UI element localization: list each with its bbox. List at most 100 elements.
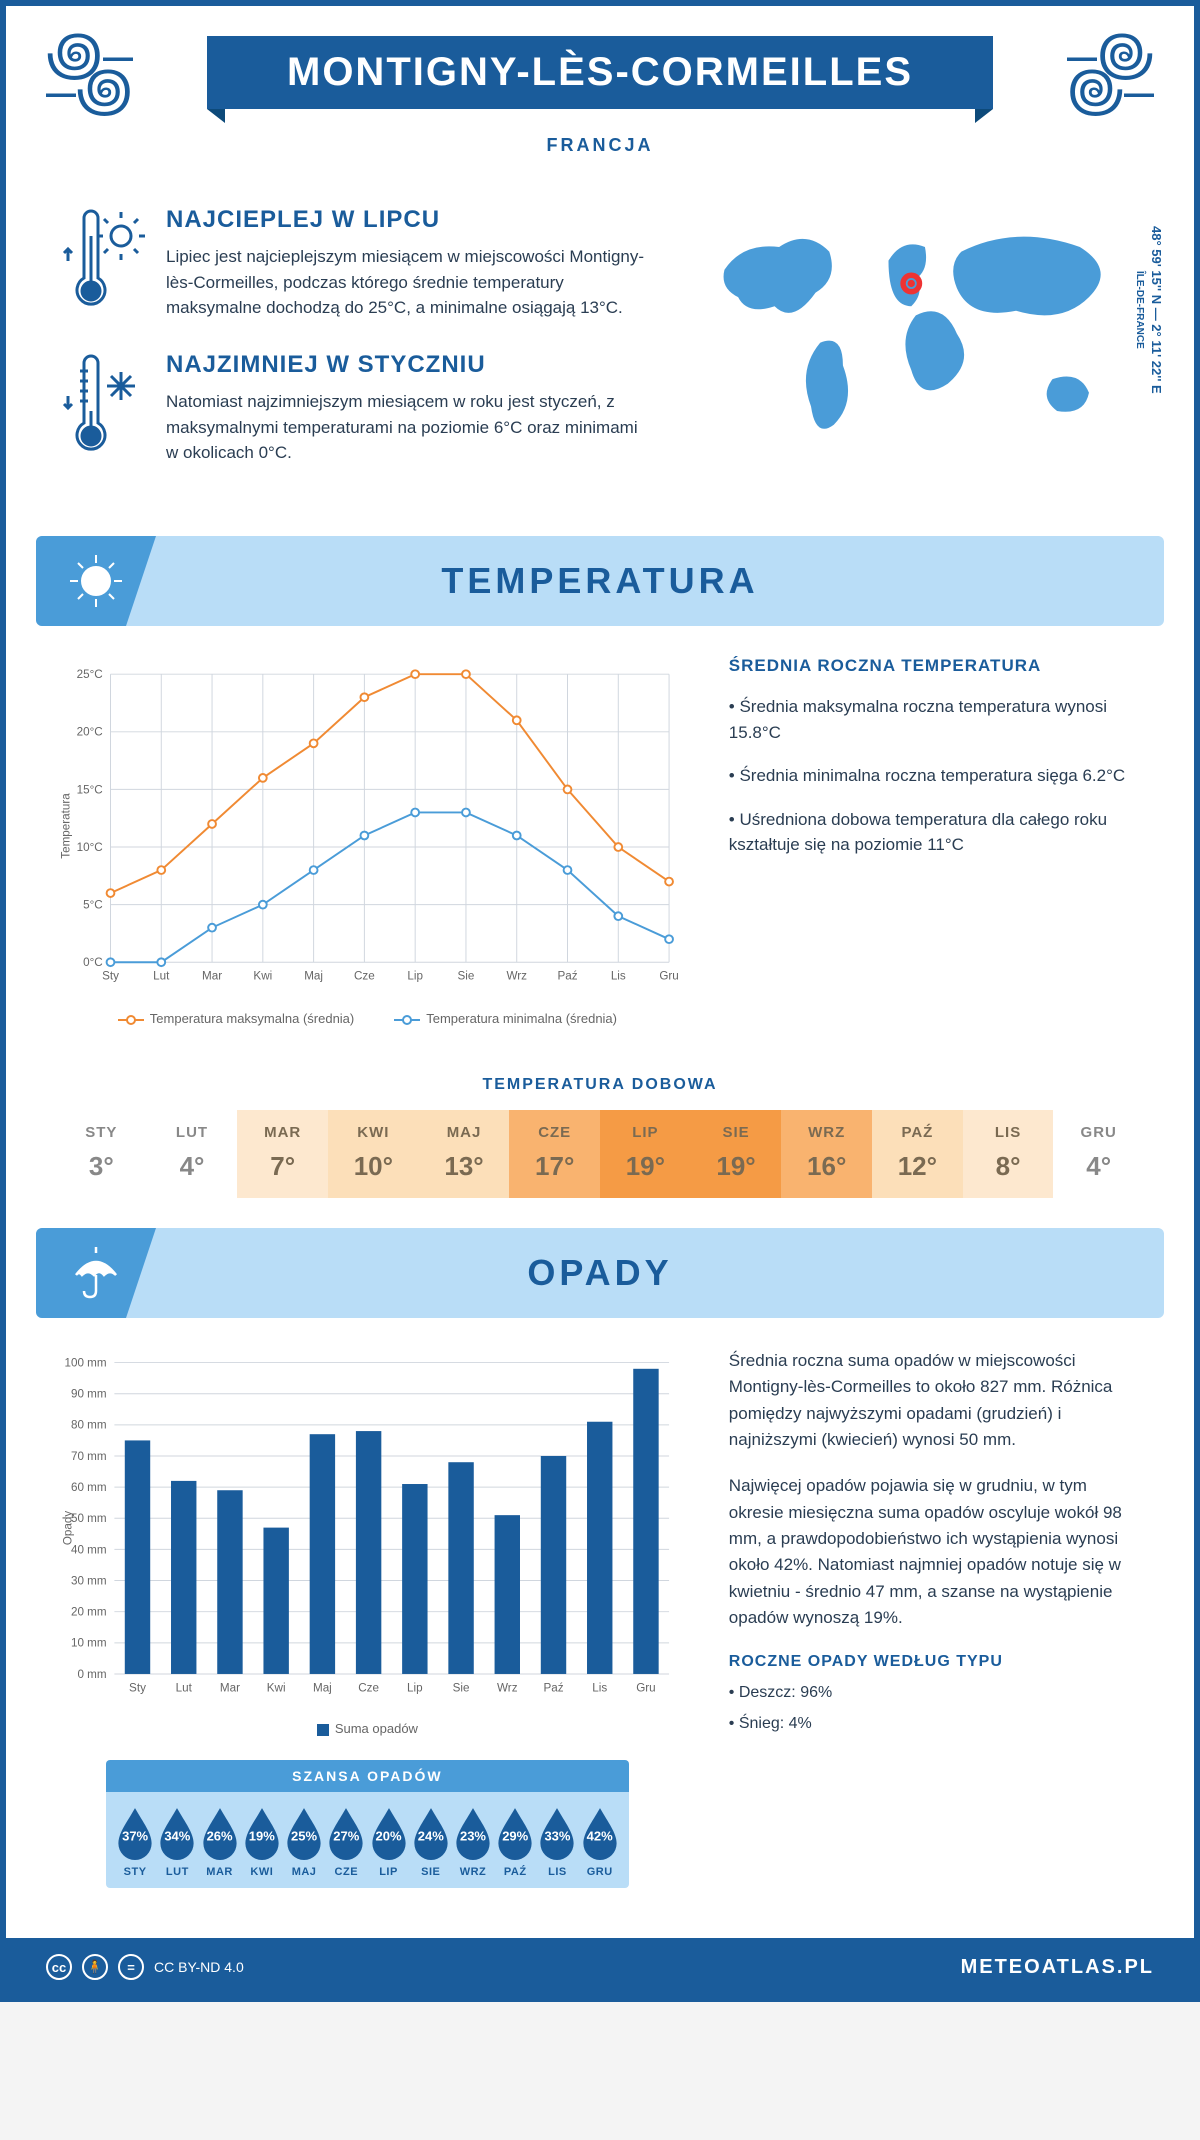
svg-text:Cze: Cze xyxy=(358,1681,379,1694)
daily-temp-cell: WRZ16° xyxy=(781,1110,872,1198)
coord-value: 48° 59' 15'' N — 2° 11' 22'' E xyxy=(1149,226,1164,394)
month-label: LUT xyxy=(156,1866,198,1878)
svg-text:70 mm: 70 mm xyxy=(71,1450,107,1463)
svg-text:Kwi: Kwi xyxy=(267,1681,286,1694)
daily-temp-cell: KWI10° xyxy=(328,1110,419,1198)
month-label: KWI xyxy=(328,1124,419,1141)
month-label: LUT xyxy=(147,1124,238,1141)
bar-legend: Suma opadów xyxy=(56,1721,679,1736)
precip-type-title: ROCZNE OPADY WEDŁUG TYPU xyxy=(729,1653,1144,1671)
raindrop-icon: 20% xyxy=(368,1806,410,1860)
section-title: TEMPERATURA xyxy=(441,560,758,602)
wind-icon: ꩜⎯⎯꩜ xyxy=(46,36,133,108)
svg-text:100 mm: 100 mm xyxy=(64,1356,106,1369)
month-label: GRU xyxy=(579,1866,621,1878)
site-name: METEOATLAS.PL xyxy=(961,1956,1154,1979)
raindrop-icon: 34% xyxy=(156,1806,198,1860)
svg-text:Sty: Sty xyxy=(129,1681,146,1694)
svg-text:Sie: Sie xyxy=(458,970,475,983)
raindrop-icon: 37% xyxy=(114,1806,156,1860)
svg-text:Maj: Maj xyxy=(313,1681,332,1694)
svg-text:10°C: 10°C xyxy=(77,841,103,854)
precip-chance-cell: 24% SIE xyxy=(410,1806,452,1878)
precip-chance-cell: 33% LIS xyxy=(536,1806,578,1878)
section-banner-precipitation: OPADY xyxy=(36,1228,1164,1318)
precipitation-summary: Średnia roczna suma opadów w miejscowośc… xyxy=(729,1348,1144,1898)
svg-text:Lis: Lis xyxy=(611,970,626,983)
fact-coldest: NAJZIMNIEJ W STYCZNIU Natomiast najzimni… xyxy=(56,351,648,466)
section-title: OPADY xyxy=(527,1252,672,1294)
svg-text:Mar: Mar xyxy=(220,1681,240,1694)
raindrop-icon: 27% xyxy=(325,1806,367,1860)
precip-chance-value: 33% xyxy=(536,1829,578,1844)
svg-text:Lut: Lut xyxy=(153,970,170,983)
month-label: LIS xyxy=(536,1866,578,1878)
coordinates: 48° 59' 15'' N — 2° 11' 22'' E ÎLE-DE-FR… xyxy=(1130,226,1164,394)
thermometer-snow-icon xyxy=(56,351,146,466)
temp-info-title: ŚREDNIA ROCZNA TEMPERATURA xyxy=(729,656,1144,676)
legend-min: Temperatura minimalna (średnia) xyxy=(394,1011,617,1026)
svg-text:20 mm: 20 mm xyxy=(71,1606,107,1619)
footer: cc 🧍 = CC BY-ND 4.0 METEOATLAS.PL xyxy=(6,1938,1194,1996)
daily-temp-cell: LUT 4° xyxy=(147,1110,238,1198)
temperature-line-chart: 0°C5°C10°C15°C20°C25°CStyLutMarKwiMajCze… xyxy=(56,656,679,1026)
precip-chance-block: SZANSA OPADÓW 37% STY 34% LUT 26% MAR 19… xyxy=(106,1760,629,1888)
thermometer-sun-icon xyxy=(56,206,146,321)
month-label: STY xyxy=(56,1124,147,1141)
svg-text:30 mm: 30 mm xyxy=(71,1574,107,1587)
svg-text:5°C: 5°C xyxy=(83,899,103,912)
svg-text:60 mm: 60 mm xyxy=(71,1481,107,1494)
precip-chance-value: 42% xyxy=(579,1829,621,1844)
precip-chance-cell: 23% WRZ xyxy=(452,1806,494,1878)
svg-text:Temperatura: Temperatura xyxy=(60,793,73,859)
svg-text:25°C: 25°C xyxy=(77,668,103,681)
daily-temp-cell: MAJ13° xyxy=(419,1110,510,1198)
precip-chance-cell: 26% MAR xyxy=(198,1806,240,1878)
svg-text:Wrz: Wrz xyxy=(506,970,527,983)
precip-chance-cell: 27% CZE xyxy=(325,1806,367,1878)
daily-temp-cell: GRU4° xyxy=(1053,1110,1144,1198)
intro-block: NAJCIEPLEJ W LIPCU Lipiec jest najcieple… xyxy=(6,166,1194,516)
temp-value: 4° xyxy=(147,1151,238,1182)
precip-chance-value: 20% xyxy=(368,1829,410,1844)
daily-temp-cell: LIS8° xyxy=(963,1110,1054,1198)
umbrella-icon xyxy=(36,1228,156,1318)
svg-text:50 mm: 50 mm xyxy=(71,1512,107,1525)
svg-text:20°C: 20°C xyxy=(77,726,103,739)
fact-hot-title: NAJCIEPLEJ W LIPCU xyxy=(166,206,648,234)
temp-value: 16° xyxy=(781,1151,872,1182)
section-banner-temperature: TEMPERATURA xyxy=(36,536,1164,626)
daily-temp-cell: PAŹ12° xyxy=(872,1110,963,1198)
temp-value: 17° xyxy=(509,1151,600,1182)
temp-info-bullet: • Średnia minimalna roczna temperatura s… xyxy=(729,763,1144,789)
precip-chance-title: SZANSA OPADÓW xyxy=(106,1760,629,1792)
temp-value: 4° xyxy=(1053,1151,1144,1182)
raindrop-icon: 29% xyxy=(494,1806,536,1860)
fact-hot-text: Lipiec jest najcieplejszym miesiącem w m… xyxy=(166,244,648,321)
month-label: SIE xyxy=(410,1866,452,1878)
fact-cold-text: Natomiast najzimniejszym miesiącem w rok… xyxy=(166,389,648,466)
infographic-page: ꩜⎯⎯꩜ ꩜⎯⎯꩜ MONTIGNY-LÈS-CORMEILLES FRANCJ… xyxy=(0,0,1200,2002)
month-label: MAR xyxy=(198,1866,240,1878)
world-map: 48° 59' 15'' N — 2° 11' 22'' E ÎLE-DE-FR… xyxy=(688,206,1144,496)
svg-text:Gru: Gru xyxy=(659,970,678,983)
month-label: CZE xyxy=(325,1866,367,1878)
precip-chance-value: 29% xyxy=(494,1829,536,1844)
precip-chance-value: 27% xyxy=(325,1829,367,1844)
by-icon: 🧍 xyxy=(82,1954,108,1980)
svg-text:15°C: 15°C xyxy=(77,783,103,796)
cc-icon: cc xyxy=(46,1954,72,1980)
precip-type-item: • Deszcz: 96% xyxy=(729,1681,1144,1706)
license: cc 🧍 = CC BY-ND 4.0 xyxy=(46,1954,244,1980)
month-label: WRZ xyxy=(452,1866,494,1878)
svg-text:Sty: Sty xyxy=(102,970,119,983)
raindrop-icon: 33% xyxy=(536,1806,578,1860)
precip-chance-cell: 25% MAJ xyxy=(283,1806,325,1878)
month-label: LIP xyxy=(600,1124,691,1141)
raindrop-icon: 25% xyxy=(283,1806,325,1860)
precip-chance-cell: 37% STY xyxy=(114,1806,156,1878)
svg-text:Maj: Maj xyxy=(304,970,323,983)
daily-temp-cell: MAR7° xyxy=(237,1110,328,1198)
month-label: MAJ xyxy=(283,1866,325,1878)
month-label: CZE xyxy=(509,1124,600,1141)
